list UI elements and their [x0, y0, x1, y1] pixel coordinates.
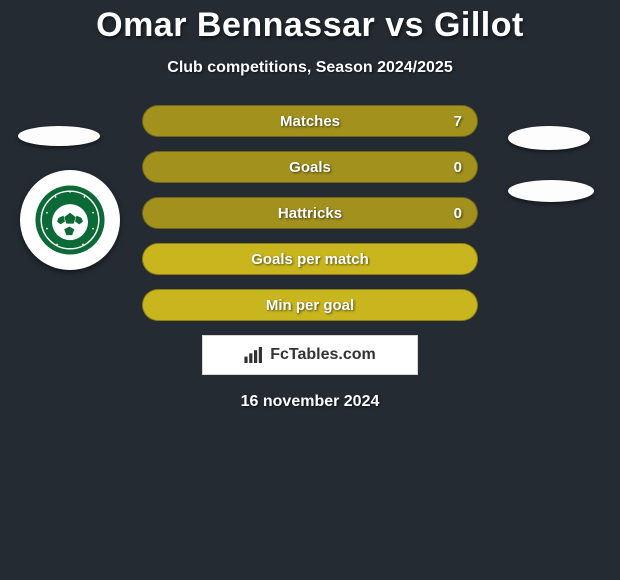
stat-row: Matches 7: [142, 105, 478, 137]
stat-row: Goals 0: [142, 151, 478, 183]
stat-value-right: 0: [454, 205, 462, 222]
side-ellipse: [508, 180, 594, 202]
stat-row: Min per goal: [142, 289, 478, 321]
side-ellipse: [18, 126, 100, 146]
stat-label: Matches: [280, 113, 340, 130]
page-title: Omar Bennassar vs Gillot: [0, 0, 620, 45]
club-badge: [20, 170, 120, 270]
stat-value-right: 0: [454, 159, 462, 176]
side-ellipse: [508, 126, 590, 150]
stat-row: Goals per match: [142, 243, 478, 275]
bar-chart-icon: [244, 347, 264, 363]
brand-text: FcTables.com: [270, 346, 376, 364]
stat-label: Min per goal: [266, 297, 354, 314]
stat-label: Goals per match: [251, 251, 369, 268]
page-subtitle: Club competitions, Season 2024/2025: [0, 59, 620, 77]
brand-badge[interactable]: FcTables.com: [202, 335, 418, 375]
stat-label: Hattricks: [278, 205, 342, 222]
stat-label: Goals: [289, 159, 331, 176]
club-badge-icon: [34, 184, 106, 256]
stat-row: Hattricks 0: [142, 197, 478, 229]
stat-value-right: 7: [454, 113, 462, 130]
generated-date: 16 november 2024: [0, 393, 620, 411]
